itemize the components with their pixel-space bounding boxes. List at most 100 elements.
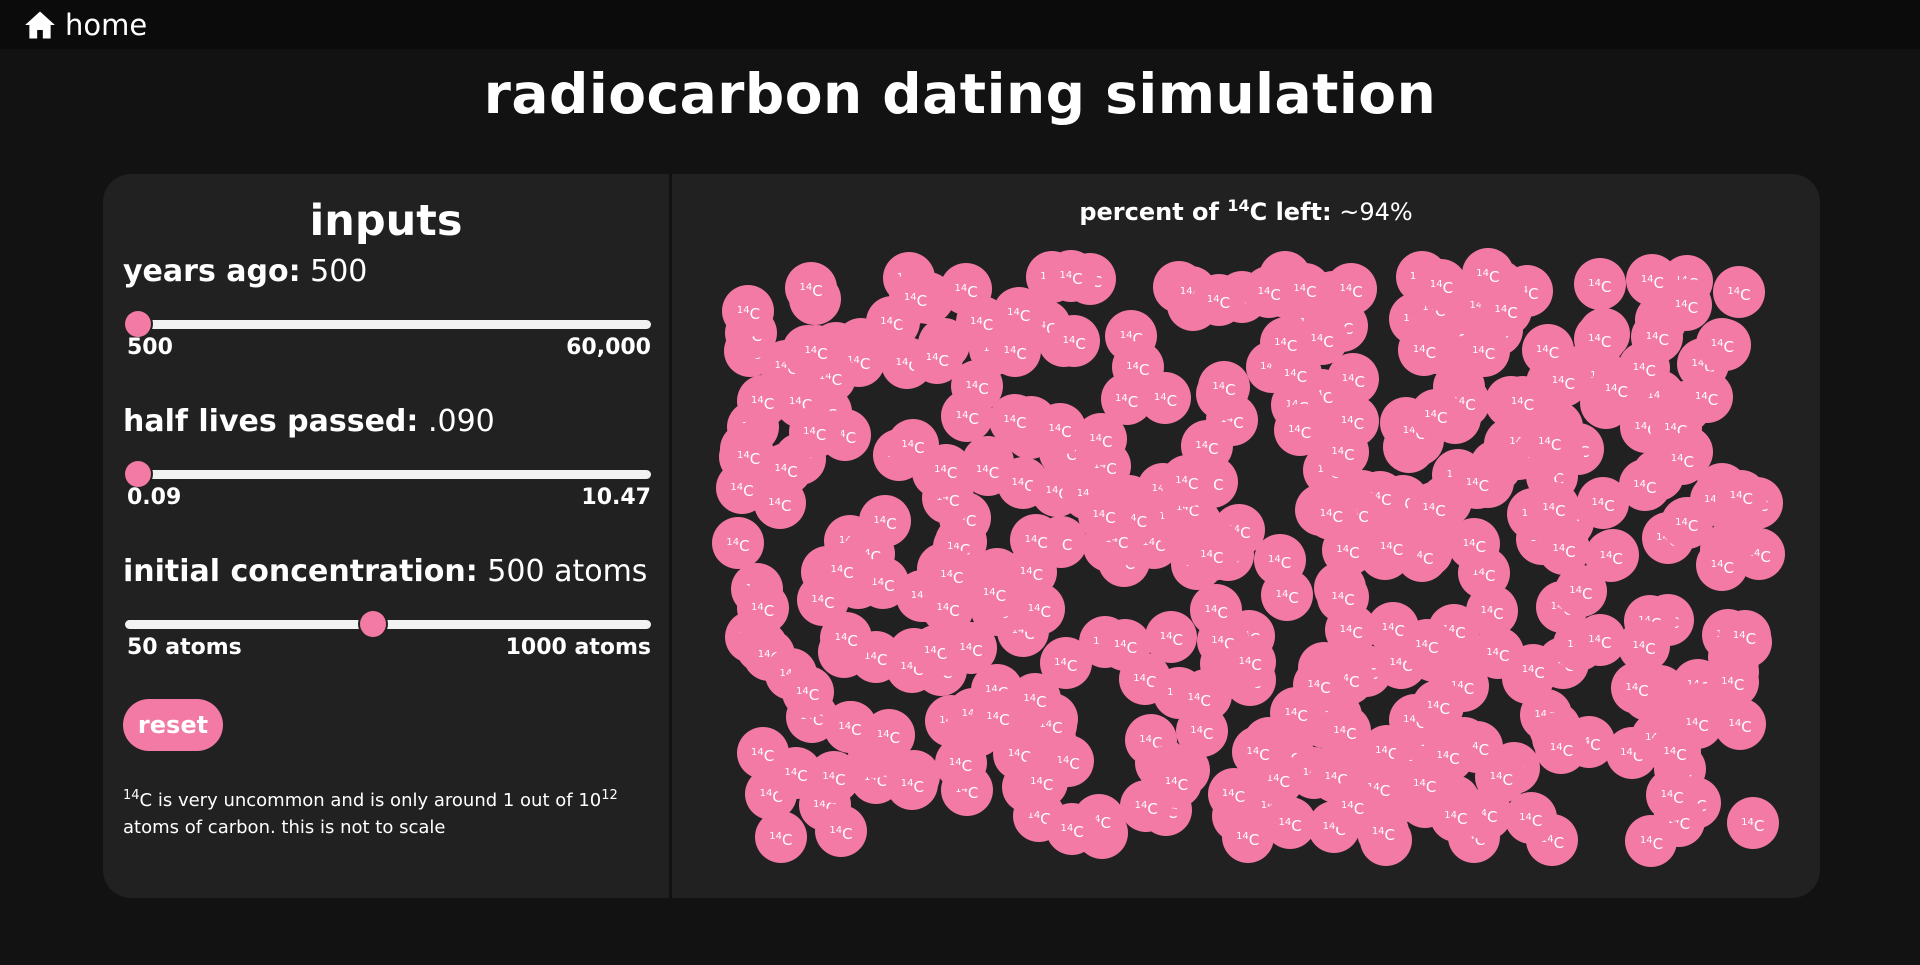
carbon-14-atom: 14C xyxy=(1224,635,1277,688)
carbon-14-atom: 14C xyxy=(1611,662,1664,715)
concentration-min: 50 atoms xyxy=(127,635,242,660)
half-lives-max: 10.47 xyxy=(581,485,651,510)
carbon-14-atom: 14C xyxy=(1326,779,1379,832)
carbon-14-atom: 14C xyxy=(1264,797,1317,849)
carbon-14-atom: 14C xyxy=(1706,655,1759,708)
page-title: radiocarbon dating simulation xyxy=(483,62,1437,126)
half-lives-label-text: half lives passed: xyxy=(123,404,419,439)
carbon-14-atom: 14C xyxy=(1078,488,1131,541)
carbon-14-atom: 14C xyxy=(945,621,998,674)
carbon-14-atom: 14C xyxy=(1145,610,1198,663)
carbon-14-atom: 14C xyxy=(815,805,867,858)
carbon-14-atom: 14C xyxy=(1521,323,1574,376)
carbon-14-atom: 14C xyxy=(1327,353,1380,406)
carbon-14-atom: 14C xyxy=(1715,470,1768,523)
carbon-14-atom: 14C xyxy=(1180,420,1233,473)
concentration-value: 500 atoms xyxy=(487,554,648,589)
carbon-14-atom: 14C xyxy=(1099,619,1152,672)
note-isotope-sup: 14 xyxy=(123,788,140,803)
home-link[interactable]: home xyxy=(22,8,147,42)
carbon-14-atom: 14C xyxy=(770,747,823,800)
carbon-14-atom: 14C xyxy=(1527,482,1580,535)
carbon-14-atom: 14C xyxy=(1466,585,1519,638)
carbon-14-atom: 14C xyxy=(1451,456,1504,509)
carbon-14-atom: 14C xyxy=(1048,315,1101,368)
carbon-14-atom: 14C xyxy=(1461,248,1514,301)
carbon-14-atom: 14C xyxy=(1365,520,1418,573)
years-ago-min: 500 xyxy=(127,335,173,360)
note-text-main: C is very uncommon and is only around 1 … xyxy=(139,790,602,811)
carbon-14-atom: 14C xyxy=(722,285,775,338)
years-ago-label-text: years ago: xyxy=(123,254,301,289)
carbon-14-atom: 14C xyxy=(736,581,789,634)
carbon-14-atom: 14C xyxy=(934,737,987,790)
carbon-14-atom: 14C xyxy=(1318,705,1371,757)
carbon-14-atom: 14C xyxy=(1696,538,1749,591)
note-exponent-sup: 12 xyxy=(601,788,618,803)
percent-label-isotope-sup: 14 xyxy=(1227,196,1250,215)
slider-thumb[interactable] xyxy=(360,611,386,637)
carbon-14-atom: 14C xyxy=(1585,530,1638,583)
carbon-14-atom: 14C xyxy=(889,272,942,325)
concentration-label-text: initial concentration: xyxy=(123,554,478,589)
carbon-14-atom: 14C xyxy=(1718,609,1771,662)
carbon-14-atom: 14C xyxy=(1631,310,1684,363)
carbon-14-atom: 14C xyxy=(1010,513,1063,566)
carbon-14-atom: 14C xyxy=(859,494,911,547)
concentration-slider[interactable] xyxy=(125,611,651,637)
carbon-14-atom: 14C xyxy=(1671,696,1724,749)
atom-field: 14C14C14C14C14C14C14C14C14C14C14C14C14C1… xyxy=(710,248,1790,868)
carbon-14-atom: 14C xyxy=(1192,274,1245,327)
carbon-14-atom: 14C xyxy=(1232,725,1285,778)
carbon-14-atom: 14C xyxy=(1293,658,1346,711)
percent-label-prefix: percent of xyxy=(1079,198,1228,226)
simulation-panel: percent of 14C left: ~94% 14C14C14C14C14… xyxy=(672,174,1820,898)
years-ago-slider[interactable] xyxy=(125,311,651,337)
carbon-14-atom: 14C xyxy=(1625,814,1678,867)
carbon-14-atom: 14C xyxy=(1243,266,1296,319)
home-icon xyxy=(25,11,55,38)
carbon-14-atom: 14C xyxy=(1259,317,1312,370)
carbon-14-atom: 14C xyxy=(1015,756,1068,809)
slider-track[interactable] xyxy=(125,470,651,479)
carbon-14-atom: 14C xyxy=(1261,568,1314,621)
carbon-14-atom: 14C xyxy=(1013,583,1066,636)
carbon-14-atom: 14C xyxy=(1590,363,1643,416)
carbon-14-atom: 14C xyxy=(1400,619,1453,672)
carbon-14-atom: 14C xyxy=(968,566,1021,619)
slider-thumb[interactable] xyxy=(125,461,151,487)
slider-track[interactable] xyxy=(125,620,651,629)
carbon-14-atom: 14C xyxy=(1656,433,1709,486)
carbon-14-atom: 14C xyxy=(1504,791,1557,844)
concentration-label: initial concentration: 500 atoms xyxy=(123,554,647,589)
inputs-panel: inputs years ago: 500 500 60,000 half li… xyxy=(103,174,669,898)
percent-label: percent of 14C left: xyxy=(1079,196,1332,226)
carbon-14-atom: 14C xyxy=(922,581,975,634)
half-lives-label: half lives passed: .090 xyxy=(123,404,495,439)
carbon-14-atom: 14C xyxy=(1305,487,1358,540)
carbon-14-atom: 14C xyxy=(1448,518,1501,571)
carbon-14-atom: 14C xyxy=(754,811,807,864)
half-lives-slider[interactable] xyxy=(125,461,651,487)
carbon-14-atom: 14C xyxy=(1573,614,1626,667)
reset-button[interactable]: reset xyxy=(123,699,223,751)
slider-thumb[interactable] xyxy=(125,311,151,337)
carbon-14-atom: 14C xyxy=(712,517,765,570)
carbon-14-atom: 14C xyxy=(1317,570,1370,623)
years-ago-value: 500 xyxy=(310,254,368,289)
carbon-14-atom: 14C xyxy=(1696,318,1749,371)
carbon-14-atom: 14C xyxy=(886,419,939,472)
carbon-14-atom: 14C xyxy=(1573,258,1626,311)
carbon-14-atom: 14C xyxy=(1415,259,1468,312)
carbon-14-atom: 14C xyxy=(1535,721,1588,774)
carbon-14-atom: 14C xyxy=(1523,415,1576,468)
carbon-14-atom: 14C xyxy=(1626,254,1679,307)
percent-label-mid: C left: xyxy=(1249,198,1332,226)
percent-value: ~94% xyxy=(1339,198,1413,226)
carbon-14-atom: 14C xyxy=(785,262,838,315)
main-panel: inputs years ago: 500 500 60,000 half li… xyxy=(103,174,1820,898)
note-text-end: atoms of carbon. this is not to scale xyxy=(123,817,446,838)
slider-track[interactable] xyxy=(125,320,651,329)
carbon-14-atom: 14C xyxy=(1726,796,1779,849)
carbon-14-atom: 14C xyxy=(760,442,813,495)
